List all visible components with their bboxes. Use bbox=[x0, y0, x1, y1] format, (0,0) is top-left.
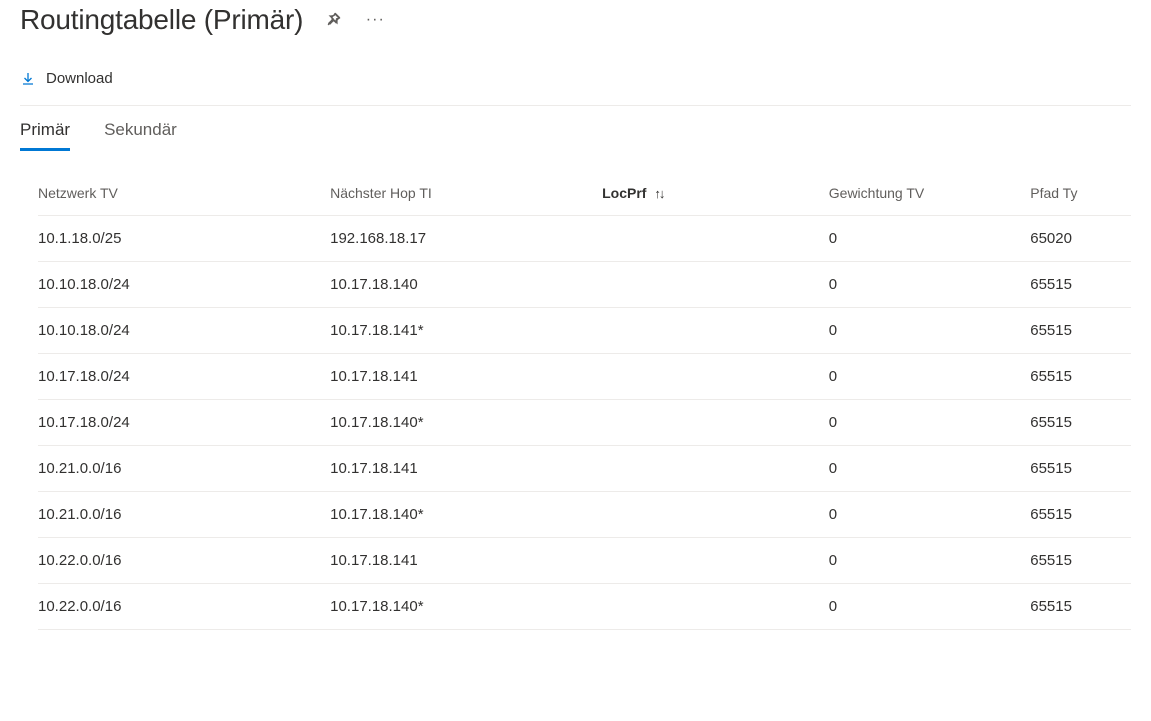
table-row[interactable]: 10.10.18.0/2410.17.18.141* 065515 bbox=[38, 308, 1131, 354]
cell-locprf bbox=[602, 400, 829, 446]
tabs: Primär Sekundär bbox=[20, 106, 1131, 151]
cell-nexthop: 192.168.18.17 bbox=[330, 216, 602, 262]
download-label: Download bbox=[46, 70, 113, 87]
cell-locprf bbox=[602, 354, 829, 400]
cell-locprf bbox=[602, 262, 829, 308]
table-header-row: Netzwerk TV Nächster Hop TI LocPrf ↑↓ Ge… bbox=[38, 175, 1131, 216]
cell-locprf bbox=[602, 492, 829, 538]
cell-nexthop: 10.17.18.141* bbox=[330, 308, 602, 354]
cell-path: 65515 bbox=[1030, 400, 1131, 446]
cell-weight: 0 bbox=[829, 216, 1030, 262]
cell-weight: 0 bbox=[829, 492, 1030, 538]
cell-network: 10.21.0.0/16 bbox=[38, 492, 330, 538]
download-button[interactable]: Download bbox=[20, 66, 113, 91]
cell-network: 10.17.18.0/24 bbox=[38, 354, 330, 400]
cell-weight: 0 bbox=[829, 354, 1030, 400]
table-row[interactable]: 10.22.0.0/1610.17.18.141 065515 bbox=[38, 538, 1131, 584]
page-header: Routingtabelle (Primär) ··· bbox=[20, 0, 1131, 56]
cell-path: 65515 bbox=[1030, 538, 1131, 584]
cell-locprf bbox=[602, 216, 829, 262]
tab-sekundaer[interactable]: Sekundär bbox=[104, 120, 177, 151]
page-title: Routingtabelle (Primär) bbox=[20, 4, 303, 36]
cell-weight: 0 bbox=[829, 308, 1030, 354]
table-row[interactable]: 10.1.18.0/25192.168.18.17 065020 bbox=[38, 216, 1131, 262]
cell-network: 10.22.0.0/16 bbox=[38, 584, 330, 630]
download-icon bbox=[20, 71, 36, 87]
cell-path: 65515 bbox=[1030, 584, 1131, 630]
table-row[interactable]: 10.17.18.0/2410.17.18.141 065515 bbox=[38, 354, 1131, 400]
cell-locprf bbox=[602, 584, 829, 630]
col-header-network[interactable]: Netzwerk TV bbox=[38, 175, 330, 216]
pin-icon[interactable] bbox=[321, 8, 345, 32]
col-header-locprf[interactable]: LocPrf ↑↓ bbox=[602, 175, 829, 216]
cell-path: 65515 bbox=[1030, 446, 1131, 492]
cell-weight: 0 bbox=[829, 584, 1030, 630]
cell-network: 10.10.18.0/24 bbox=[38, 308, 330, 354]
cell-nexthop: 10.17.18.141 bbox=[330, 446, 602, 492]
cell-network: 10.1.18.0/25 bbox=[38, 216, 330, 262]
cell-weight: 0 bbox=[829, 446, 1030, 492]
cell-path: 65020 bbox=[1030, 216, 1131, 262]
cell-nexthop: 10.17.18.141 bbox=[330, 538, 602, 584]
col-header-weight[interactable]: Gewichtung TV bbox=[829, 175, 1030, 216]
cell-nexthop: 10.17.18.140* bbox=[330, 400, 602, 446]
cell-path: 65515 bbox=[1030, 492, 1131, 538]
toolbar: Download bbox=[20, 56, 1131, 106]
cell-locprf bbox=[602, 538, 829, 584]
table-row[interactable]: 10.21.0.0/1610.17.18.140* 065515 bbox=[38, 492, 1131, 538]
cell-nexthop: 10.17.18.140 bbox=[330, 262, 602, 308]
table-row[interactable]: 10.22.0.0/1610.17.18.140* 065515 bbox=[38, 584, 1131, 630]
cell-locprf bbox=[602, 446, 829, 492]
cell-network: 10.21.0.0/16 bbox=[38, 446, 330, 492]
cell-path: 65515 bbox=[1030, 262, 1131, 308]
cell-nexthop: 10.17.18.140* bbox=[330, 492, 602, 538]
cell-nexthop: 10.17.18.140* bbox=[330, 584, 602, 630]
routing-table-container: Netzwerk TV Nächster Hop TI LocPrf ↑↓ Ge… bbox=[20, 175, 1131, 630]
cell-weight: 0 bbox=[829, 400, 1030, 446]
cell-locprf bbox=[602, 308, 829, 354]
cell-network: 10.17.18.0/24 bbox=[38, 400, 330, 446]
sort-icon: ↑↓ bbox=[654, 186, 663, 201]
cell-weight: 0 bbox=[829, 538, 1030, 584]
tab-primaer[interactable]: Primär bbox=[20, 120, 70, 151]
col-header-nexthop[interactable]: Nächster Hop TI bbox=[330, 175, 602, 216]
table-row[interactable]: 10.17.18.0/2410.17.18.140* 065515 bbox=[38, 400, 1131, 446]
cell-nexthop: 10.17.18.141 bbox=[330, 354, 602, 400]
routing-table: Netzwerk TV Nächster Hop TI LocPrf ↑↓ Ge… bbox=[38, 175, 1131, 630]
table-row[interactable]: 10.21.0.0/1610.17.18.141 065515 bbox=[38, 446, 1131, 492]
cell-weight: 0 bbox=[829, 262, 1030, 308]
col-header-path[interactable]: Pfad Ty bbox=[1030, 175, 1131, 216]
more-icon[interactable]: ··· bbox=[363, 8, 387, 32]
cell-network: 10.10.18.0/24 bbox=[38, 262, 330, 308]
table-row[interactable]: 10.10.18.0/2410.17.18.140 065515 bbox=[38, 262, 1131, 308]
cell-network: 10.22.0.0/16 bbox=[38, 538, 330, 584]
cell-path: 65515 bbox=[1030, 308, 1131, 354]
col-header-locprf-label: LocPrf bbox=[602, 185, 646, 201]
cell-path: 65515 bbox=[1030, 354, 1131, 400]
